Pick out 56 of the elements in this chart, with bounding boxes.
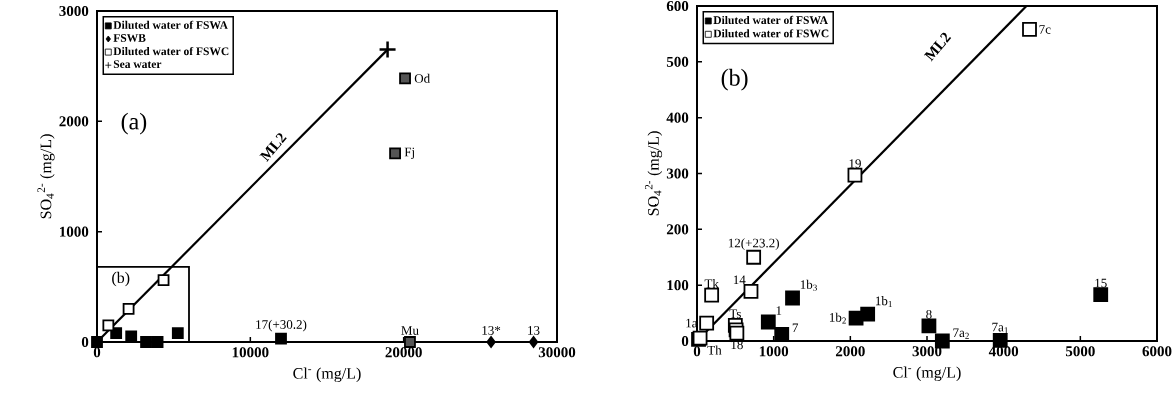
y-tick-label: 2000 (59, 116, 89, 127)
annotation: 1b$_{3}$ (800, 279, 817, 291)
annotation: 19 (849, 159, 861, 168)
legend-label: Diluted water of FSWA (113, 20, 228, 29)
annotation: 7a$_{2}$ (953, 328, 969, 339)
x-tick-label: 30000 (538, 347, 576, 358)
annotation: 7 (792, 323, 799, 333)
y-tick-label: 400 (666, 112, 689, 123)
annotation: 17(+30.2) (256, 319, 307, 332)
annotation: 1 (776, 306, 782, 315)
y-tick-label: 0 (681, 335, 689, 347)
annotation: 13 (528, 326, 540, 335)
x-tick-label: 0 (693, 346, 701, 357)
annotation: Fj (404, 147, 414, 160)
text: (a) (121, 112, 147, 135)
annotation: 13* (482, 326, 501, 335)
y-axis-title: SO$_{4}$$^{2-}$ (mg/L) (37, 134, 55, 219)
annotation: 7c (1039, 25, 1051, 34)
annotation: 8 (926, 309, 932, 319)
x-tick-label: 20000 (385, 347, 422, 358)
annotation: Od (414, 73, 430, 83)
legend-label: Diluted water of FSWC (713, 29, 829, 38)
annotation: (b) (112, 271, 130, 287)
y-tick-label: 1000 (60, 226, 89, 237)
x-tick-label: 1000 (759, 346, 789, 357)
annotation: 1b$_{1}$ (876, 296, 892, 307)
annotation: 14 (733, 275, 746, 285)
y-tick-label: 0 (81, 336, 89, 348)
y-tick-label: 200 (666, 224, 689, 235)
x-tick-label: 6000 (1142, 346, 1172, 357)
y-tick-label: 3000 (59, 5, 89, 17)
annotation: 7a$_{1}$ (992, 322, 1008, 334)
legend-label: FSWB (113, 34, 146, 42)
text: (b) (721, 68, 748, 91)
annotation: Mu (401, 326, 419, 335)
annotation: Tk (704, 279, 719, 289)
x-axis-title: Cl$^{-}$ (mg/L) (293, 367, 361, 383)
annotation: 15 (1095, 278, 1107, 288)
y-axis-title: SO$_{4}$$^{2-}$ (mg/L) (644, 131, 663, 216)
x-tick-label: 4000 (988, 346, 1019, 357)
legend-label: Diluted water of FSWA (713, 15, 828, 25)
x-tick-label: 10000 (232, 347, 269, 358)
x-tick-label: 5000 (1065, 346, 1095, 357)
x-axis-title: Cl$^{-}$ (mg/L) (893, 366, 961, 382)
annotation: 12(+23.2) (728, 238, 779, 251)
y-tick-label: 100 (667, 280, 689, 291)
y-tick-label: 300 (666, 168, 689, 179)
legend-label: Sea water (113, 60, 162, 68)
legend-label: Diluted water of FSWC (113, 46, 229, 56)
annotation: 1b$_{2}$ (829, 312, 846, 324)
x-tick-label: 2000 (835, 346, 865, 357)
y-tick-label: 500 (666, 56, 689, 67)
annotation: Ts (729, 309, 741, 319)
x-tick-label: 3000 (912, 346, 942, 357)
y-tick-label: 600 (666, 0, 689, 12)
annotation: Th (707, 345, 722, 355)
